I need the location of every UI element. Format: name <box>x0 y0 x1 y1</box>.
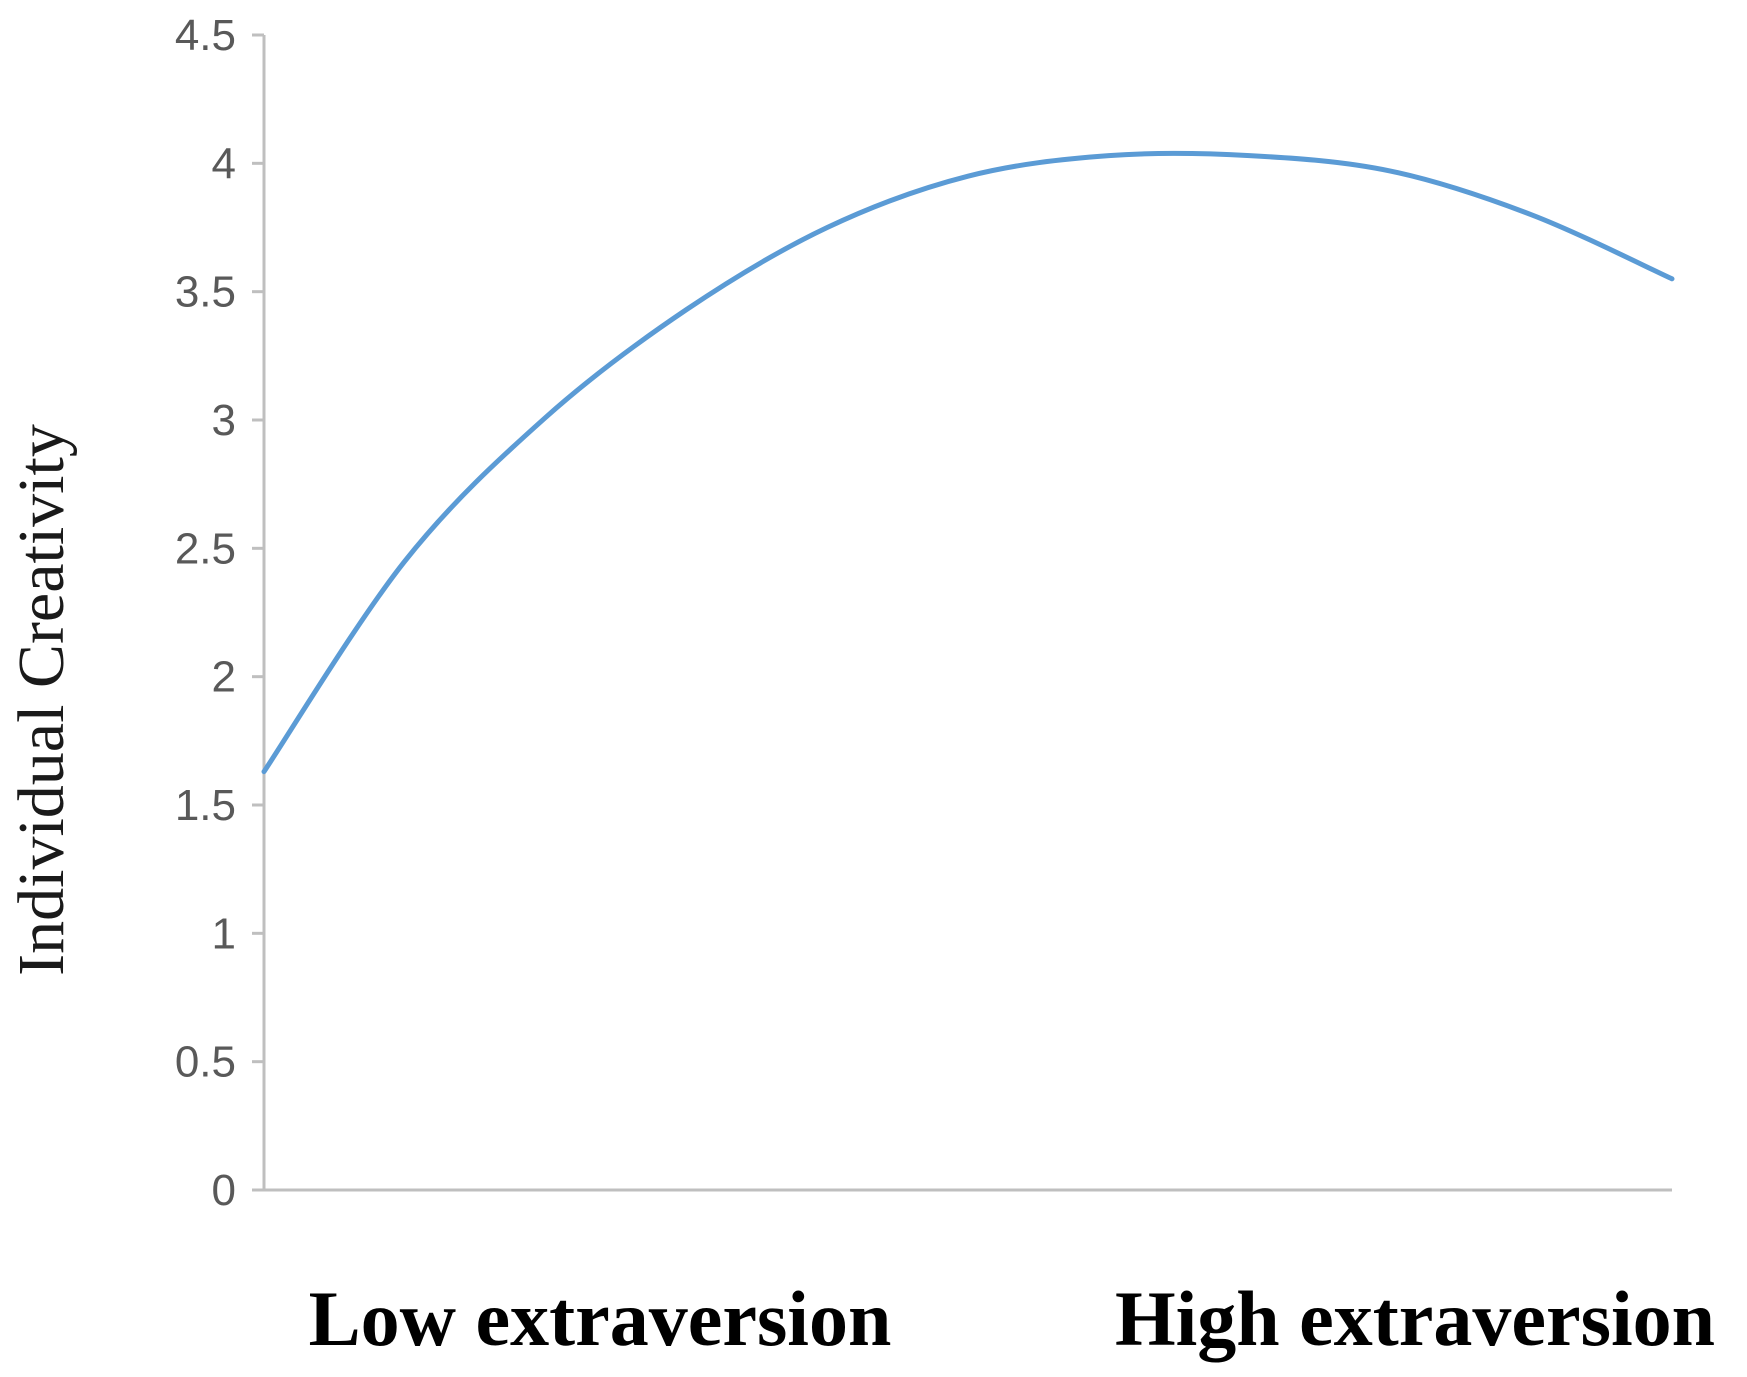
y-tick-label: 3 <box>212 396 236 445</box>
y-tick-label: 4 <box>212 139 236 188</box>
y-tick-label: 1 <box>212 909 236 958</box>
x-category-label-low: Low extraversion <box>309 1275 892 1362</box>
series-line <box>261 150 1675 775</box>
x-category-label-high: High extraversion <box>1115 1275 1715 1362</box>
y-tick-label: 0.5 <box>175 1038 236 1087</box>
y-axis-label: Individual Creativity <box>5 424 78 976</box>
y-tick-label: 2 <box>212 653 236 702</box>
y-tick-label: 2.5 <box>175 524 236 573</box>
y-tick-label: 4.5 <box>175 11 236 60</box>
y-axis-ticks: 0 0.5 1 1.5 2 2.5 3 3.5 4 4.5 <box>175 11 264 1215</box>
y-tick-label: 3.5 <box>175 268 236 317</box>
y-tick-label: 0 <box>212 1166 236 1215</box>
y-tick-label: 1.5 <box>175 781 236 830</box>
